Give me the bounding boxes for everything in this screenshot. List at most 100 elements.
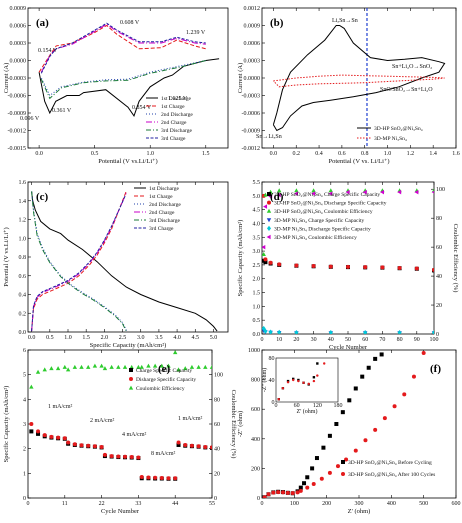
data-point <box>277 188 282 193</box>
y-tick-label: 0.0006 <box>10 24 27 30</box>
legend-marker <box>341 460 345 464</box>
chart-annotation: 0.096 V <box>20 116 40 122</box>
chart-annotation: 2 mA/cm² <box>90 418 114 424</box>
series-line <box>38 24 206 73</box>
y2-tick-label: 80 <box>214 397 220 403</box>
legend-label: Disharge Specific Capacity <box>136 376 196 383</box>
x-tick-label: 3.0 <box>137 335 145 341</box>
data-point <box>136 455 141 460</box>
x-tick-label: 1.0 <box>384 151 392 157</box>
data-point <box>363 265 368 270</box>
legend-label: 1st Discharge <box>161 96 192 102</box>
data-point <box>263 257 268 262</box>
legend-marker <box>128 385 134 390</box>
legend: 3D-HP SnO₂@Ni₃Sn₄ Charge Specific Capaci… <box>266 191 387 241</box>
x-axis-label: Potential (V vs. Li/Li⁺) <box>328 158 389 165</box>
x-tick-label: 80 <box>397 337 403 343</box>
x-tick-label: 30 <box>311 337 317 343</box>
x-tick-label: 55 <box>209 501 215 507</box>
data-point <box>176 440 181 445</box>
legend-label: 3D-HP SnO₂@Ni₃Sn₄ After 100 Cycles <box>348 471 435 478</box>
y-tick-label: 0.0012 <box>244 6 261 12</box>
data-point <box>56 435 61 440</box>
y-tick-label: 4 <box>23 397 26 403</box>
chart-annotation: 1 mA/cm² <box>48 404 72 410</box>
data-point <box>166 476 171 481</box>
data-point <box>176 367 181 372</box>
y-tick-label: 5.5 <box>253 180 261 186</box>
data-point <box>139 364 144 369</box>
y-axis-label: Specific Capacity (mAh/cm²) <box>237 220 244 297</box>
data-point <box>432 330 434 334</box>
x-tick-label: 0.0 <box>270 151 278 157</box>
x-tick-label: 0.0 <box>28 335 36 341</box>
legend-label: 3D-HP SnO₂@Ni₃Sn₄ Discharge Specific Cap… <box>274 200 387 207</box>
data-point <box>353 386 358 391</box>
chart-annotation: 1 mA/cm² <box>178 416 202 422</box>
legend: 3D-HP SnO₂@Ni₃Sn₄ 3D-MP Ni₃Sn₄ <box>357 126 423 142</box>
y2-tick-label: 20 <box>214 471 220 477</box>
legend-marker <box>267 200 271 205</box>
data-point <box>189 364 195 369</box>
data-point <box>321 445 326 450</box>
x-tick-label: 500 <box>419 501 428 507</box>
legend-marker <box>341 472 345 476</box>
data-point <box>210 445 212 450</box>
chart-panel-c: 0.0 0.5 1.0 1.5 2.0 2.5 3.0 3.5 4.0 4.5 5.0 0.0 0.2 0… <box>3 180 229 349</box>
y-tick-label: 0.4 <box>19 293 27 299</box>
x-tick-label: 0.5 <box>91 151 99 157</box>
chart-annotation: 1.125 V <box>168 96 188 102</box>
data-point <box>66 440 71 445</box>
chart-annotation: 0.361 V <box>52 108 72 114</box>
x-tick-label: 50 <box>345 337 351 343</box>
legend-label: 3rd Charge <box>149 226 174 232</box>
data-point <box>298 488 303 493</box>
legend-label: 3D-HP SnO₂@Ni₃Sn₄ Coulombic Efficiency <box>274 208 373 215</box>
y-tick-label: 5 <box>23 373 26 379</box>
data-point <box>397 265 402 270</box>
legend-marker <box>266 234 271 240</box>
y-tick-label: 3.5 <box>253 235 261 241</box>
inset-data-point <box>312 376 316 379</box>
data-point <box>305 475 310 480</box>
series-line <box>40 60 206 97</box>
chart-annotation: 0.154 V <box>38 48 58 54</box>
x-tick-label: 100 <box>430 337 439 343</box>
y-tick-label: -0.0012 <box>242 146 261 152</box>
y2-tick-label: 60 <box>436 245 442 251</box>
y-tick-label: -0.0003 <box>8 76 27 82</box>
legend-label: 3rd Discharge <box>161 128 192 134</box>
data-point <box>266 492 271 497</box>
data-point <box>328 264 333 269</box>
x-tick-label: 1.5 <box>82 335 90 341</box>
data-point <box>294 191 298 196</box>
y-tick-label: 200 <box>251 466 260 472</box>
data-point <box>276 192 281 198</box>
inset-data-point <box>286 381 290 384</box>
data-point <box>271 490 276 495</box>
plot-frame <box>27 181 229 333</box>
series-line <box>40 22 206 74</box>
plot-frame <box>261 7 457 149</box>
data-point <box>362 189 367 195</box>
data-point <box>340 410 345 415</box>
y-tick-label: 1.4 <box>19 199 27 205</box>
data-point <box>262 251 266 256</box>
panel-label: (e) <box>158 363 171 375</box>
data-point <box>346 264 350 269</box>
inset-x-tick-label: 60 <box>294 403 300 409</box>
x-tick-label: 0.2 <box>292 151 300 157</box>
y-tick-label: 0.8 <box>19 255 27 261</box>
plot-area <box>262 188 434 334</box>
data-point <box>196 444 201 449</box>
legend-marker <box>129 377 133 381</box>
y2-tick-label: 60 <box>214 422 220 428</box>
data-point <box>311 481 316 486</box>
data-point <box>285 490 290 495</box>
data-point <box>92 444 97 449</box>
data-point <box>344 457 349 462</box>
y-tick-label: 800 <box>251 378 260 384</box>
y-tick-label: 1.0 <box>19 236 27 242</box>
data-point <box>129 364 134 369</box>
